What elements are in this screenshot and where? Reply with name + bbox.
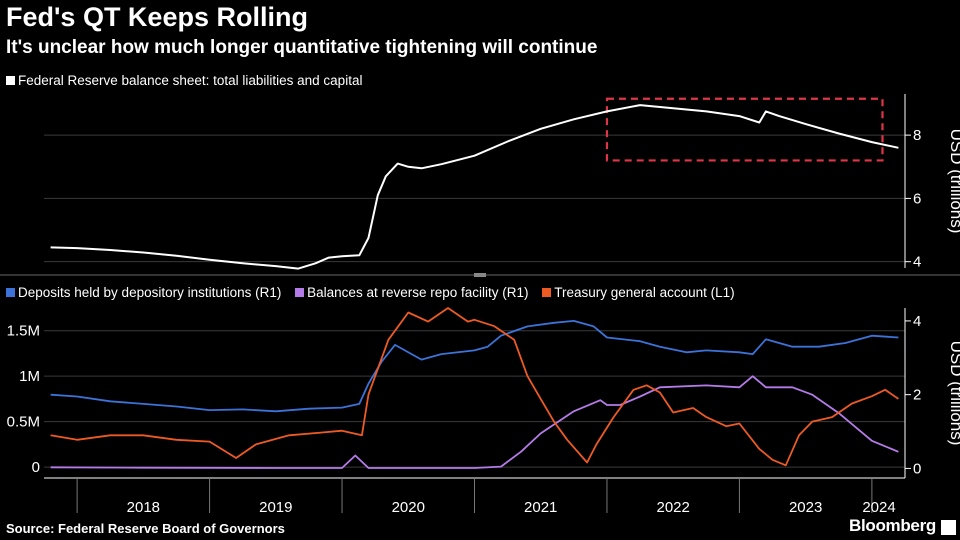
x-tick-label: 2020 [392,499,425,516]
top-ytick-label: 4 [913,254,921,271]
bottom-ylabel: USD (trillions) [947,341,960,446]
legend-item-deposits: Deposits held by depository institutions… [6,285,281,300]
left-ytick-label: 1.5M [7,323,40,340]
legend-item-tga: Treasury general account (L1) [542,285,735,300]
x-tick-label: 2021 [524,499,557,516]
legend-swatch-white [6,76,15,85]
x-tick-label: 2022 [657,499,690,516]
x-tick-label: 2023 [789,499,822,516]
source-note: Source: Federal Reserve Board of Governo… [6,521,285,536]
chart-title: Fed's QT Keeps Rolling [6,2,308,32]
series-balance-sheet-line [50,104,899,270]
legend-swatch-blue [6,288,15,297]
legend-swatch-purple [295,288,305,297]
left-ytick-label: 0.5M [7,414,40,431]
bloomberg-logo-square-icon [941,520,956,535]
top-ytick-label: 6 [913,190,921,207]
top-legend: Federal Reserve balance sheet: total lia… [6,73,372,88]
bloomberg-logo: Bloomberg [848,516,936,535]
legend-label-balance-sheet: Federal Reserve balance sheet: total lia… [18,73,363,88]
series-deposits-line [50,320,899,413]
top-chart: 4 6 8 USD (trillions) [44,94,960,271]
left-ytick-label: 1M [19,368,40,385]
legend-label-deposits: Deposits held by depository institutions… [18,285,282,300]
right-ytick-label: 0 [913,460,921,477]
bottom-chart: 0 0.5M 1M 1.5M 0 2 4 USD (trillions) 2018 2019 202… [7,307,960,516]
left-ytick-label: 0 [32,459,40,476]
highlight-box [605,97,884,162]
legend-label-reverse-repo: Balances at reverse repo facility (R1) [307,285,529,300]
bottom-legend: Deposits held by depository institutions… [6,285,745,300]
legend-item-balance-sheet: Federal Reserve balance sheet: total lia… [6,73,362,88]
chart-subtitle: It's unclear how much longer quantitativ… [6,37,598,58]
panel-divider-handle [474,273,486,277]
legend-item-reverse-repo: Balances at reverse repo facility (R1) [295,285,529,300]
x-tick-label: 2024 [862,499,895,516]
series-reverse-repo-line [50,375,899,469]
legend-label-tga: Treasury general account (L1) [554,285,735,300]
x-tick-label: 2019 [259,499,292,516]
series-tga-line [50,307,899,467]
top-ylabel: USD (trillions) [947,129,960,234]
x-tick-label: 2018 [127,499,160,516]
legend-swatch-orange [542,288,552,297]
top-ytick-label: 8 [913,127,921,144]
right-ytick-label: 2 [913,387,921,404]
right-ytick-label: 4 [913,313,921,330]
